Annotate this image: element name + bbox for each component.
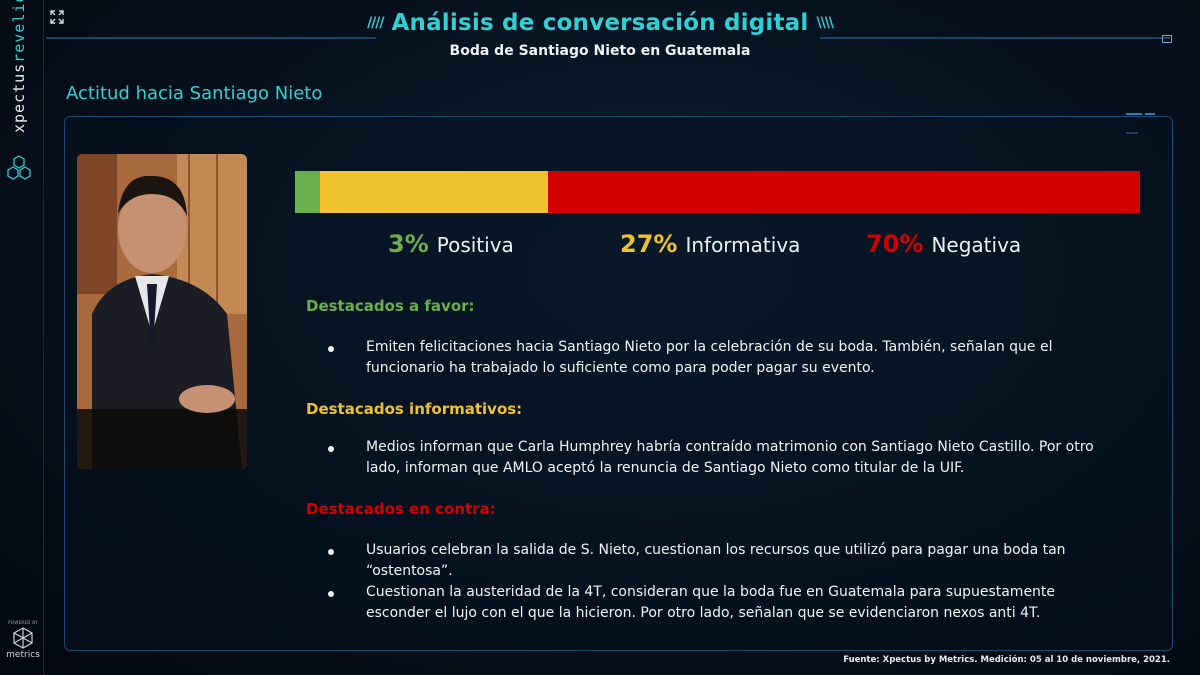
- list-item: Emiten felicitaciones hacia Santiago Nie…: [326, 337, 1116, 379]
- brand-logo: xpectusrevelio: [4, 0, 40, 180]
- title-deco-right-icon: \\\\: [816, 15, 833, 31]
- header-rule-left: [46, 37, 376, 39]
- highlights-informative-title: Destacados informativos:: [306, 400, 523, 418]
- list-item: Usuarios celebran la salida de S. Nieto,…: [326, 540, 1116, 582]
- informative-label: Informativa: [685, 233, 801, 257]
- page-subtitle: Boda de Santiago Nieto en Guatemala: [449, 43, 751, 59]
- negative-percent: 70%: [866, 230, 924, 258]
- highlights-favor-list: Emiten felicitaciones hacia Santiago Nie…: [326, 337, 1116, 379]
- header-rule-right: [820, 35, 1172, 43]
- sidebar: xpectusrevelio POWERED BY metrics: [0, 0, 44, 675]
- informative-stat: 27% Informativa: [620, 230, 800, 258]
- list-item: Cuestionan la austeridad de la 4T, consi…: [326, 582, 1116, 624]
- negative-segment: [548, 171, 1140, 213]
- negative-label: Negativa: [931, 233, 1022, 257]
- title-deco-left-icon: ////: [367, 15, 384, 31]
- positive-stat: 3% Positiva: [388, 230, 514, 258]
- informative-segment: [320, 171, 549, 213]
- person-photo: [77, 154, 247, 469]
- page-title: ////Análisis de conversación digital \\\\: [367, 10, 834, 36]
- section-title: Actitud hacia Santiago Nieto: [66, 83, 323, 104]
- powered-by-metrics: POWERED BY metrics: [2, 620, 44, 660]
- hex-cluster-icon: [7, 155, 31, 180]
- positive-percent: 3%: [388, 230, 429, 258]
- sentiment-bar: [295, 171, 1140, 213]
- highlights-against-title: Destacados en contra:: [306, 500, 496, 518]
- powered-by-label: POWERED BY: [8, 620, 38, 625]
- section-dashes: [1126, 100, 1172, 134]
- source-footnote: Fuente: Xpectus by Metrics. Medición: 05…: [843, 655, 1170, 665]
- metrics-cube-icon: [13, 627, 33, 649]
- highlights-against-list: Usuarios celebran la salida de S. Nieto,…: [326, 540, 1116, 624]
- person-illustration: [77, 154, 247, 469]
- list-item: Medios informan que Carla Humphrey habrí…: [326, 437, 1116, 479]
- highlights-favor-title: Destacados a favor:: [306, 297, 475, 315]
- highlights-informative-list: Medios informan que Carla Humphrey habrí…: [326, 437, 1116, 479]
- positive-segment: [295, 171, 321, 213]
- expand-icon[interactable]: [50, 10, 64, 24]
- informative-percent: 27%: [620, 230, 678, 258]
- negative-stat: 70% Negativa: [866, 230, 1021, 258]
- positive-label: Positiva: [436, 233, 514, 257]
- metrics-label: metrics: [6, 650, 40, 660]
